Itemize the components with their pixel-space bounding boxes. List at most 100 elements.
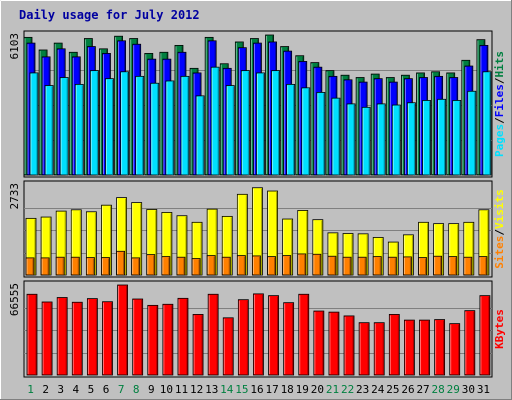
bar-sites-day-11	[176, 256, 186, 276]
bar-kbytes-day-27	[419, 319, 430, 376]
legend-entry: /	[493, 77, 506, 84]
legend-entry: Visits	[493, 189, 506, 229]
legend-entry: /	[493, 117, 506, 124]
bar-pages-day-25	[391, 104, 401, 176]
bar-kbytes-day-1	[26, 293, 38, 376]
bar-kbytes-day-14	[222, 317, 234, 376]
bar-kbytes-day-9	[147, 304, 159, 376]
bar-kbytes-day-25	[388, 314, 400, 376]
bar-sites-day-30	[463, 256, 473, 276]
y-axis-max-label: 6103	[8, 33, 21, 60]
bar-sites-day-14	[221, 256, 231, 276]
bar-kbytes-day-12	[192, 314, 204, 376]
bar-kbytes-day-24	[373, 322, 385, 376]
bar-kbytes-day-2	[41, 301, 53, 376]
bar-pages-day-13	[210, 66, 220, 176]
bar-pages-day-30	[467, 90, 477, 176]
day-label-3: 3	[57, 383, 64, 396]
bar-kbytes-day-26	[404, 319, 415, 376]
panel-visits-sites: 2733 Sites/Visits	[8, 180, 506, 278]
day-label-14: 14	[220, 383, 234, 396]
day-label-26: 26	[401, 383, 414, 396]
legend-entry: /	[493, 229, 506, 236]
day-label-16: 16	[250, 383, 263, 396]
bar-sites-day-26	[403, 256, 412, 276]
bar-sites-day-13	[206, 255, 216, 276]
legend-entry: Hits	[493, 51, 506, 78]
bar-pages-day-19	[301, 87, 311, 176]
legend-entry: KBytes	[493, 309, 506, 349]
bar-sites-day-20	[312, 253, 322, 276]
day-label-22: 22	[341, 383, 354, 396]
bar-pages-day-9	[150, 82, 160, 176]
bar-sites-day-17	[267, 256, 276, 276]
bar-pages-day-4	[74, 83, 84, 176]
day-label-15: 15	[235, 383, 248, 396]
bar-kbytes-day-21	[328, 311, 340, 376]
bar-sites-day-5	[85, 257, 95, 276]
day-label-21: 21	[326, 383, 339, 396]
day-label-23: 23	[356, 383, 369, 396]
legend-visits-sites: Sites/Visits	[493, 189, 506, 269]
bar-pages-day-31	[482, 71, 492, 176]
bar-sites-day-3	[55, 256, 65, 276]
day-label-29: 29	[447, 383, 460, 396]
bar-sites-day-21	[327, 255, 337, 276]
bar-sites-day-7	[116, 250, 125, 276]
day-label-10: 10	[160, 383, 173, 396]
bar-kbytes-day-3	[56, 297, 68, 376]
day-axis: 1 2 3 4 5 6 7 8 9 10 11 12 13 14 15 16 17 18 19 20 21 22 23 24 2…	[27, 383, 490, 396]
bar-sites-day-12	[191, 258, 201, 276]
chart-title: Daily usage for July 2012	[19, 8, 200, 22]
bar-kbytes-day-17	[268, 295, 279, 376]
day-label-17: 17	[265, 383, 278, 396]
bar-sites-day-4	[70, 256, 80, 276]
bar-pages-day-7	[120, 71, 129, 176]
bar-pages-day-22	[346, 103, 356, 176]
bar-kbytes-day-7	[117, 284, 128, 376]
panels-layer: 6103Pages/Files/Hits2733Sites/Visits6655…	[8, 30, 506, 378]
bar-kbytes-day-18	[283, 302, 295, 376]
bar-sites-day-18	[282, 255, 292, 276]
bar-sites-day-24	[372, 256, 382, 276]
day-label-18: 18	[281, 383, 294, 396]
bar-sites-day-31	[478, 256, 488, 276]
bar-sites-day-29	[448, 256, 458, 276]
bar-sites-day-2	[40, 257, 50, 276]
bar-pages-day-3	[59, 77, 69, 176]
bar-kbytes-day-23	[358, 322, 370, 376]
bar-sites-day-16	[252, 255, 261, 276]
bar-kbytes-day-30	[464, 310, 476, 376]
day-label-2: 2	[42, 383, 49, 396]
bar-pages-day-10	[165, 80, 175, 176]
bar-pages-day-24	[376, 103, 386, 176]
bar-pages-day-8	[135, 75, 145, 176]
bar-kbytes-day-29	[449, 323, 461, 376]
bar-pages-day-17	[271, 70, 280, 176]
bar-sites-day-15	[236, 255, 246, 276]
day-label-13: 13	[205, 383, 218, 396]
series-pages	[29, 66, 492, 176]
bar-kbytes-day-19	[298, 293, 310, 376]
day-label-27: 27	[416, 383, 429, 396]
bar-sites-day-28	[433, 255, 443, 276]
day-label-5: 5	[88, 383, 95, 396]
bar-pages-day-21	[331, 97, 341, 176]
bar-kbytes-day-8	[132, 298, 144, 376]
bar-sites-day-19	[297, 253, 307, 276]
bar-kbytes-day-4	[71, 301, 83, 376]
bar-sites-day-10	[161, 256, 171, 276]
day-label-20: 20	[311, 383, 324, 396]
bar-sites-day-25	[387, 256, 397, 276]
day-label-4: 4	[73, 383, 80, 396]
bar-pages-day-5	[89, 70, 99, 176]
bar-pages-day-23	[361, 106, 371, 176]
bar-pages-day-1	[29, 72, 39, 176]
day-label-12: 12	[190, 383, 203, 396]
bar-pages-day-20	[316, 92, 326, 176]
legend-kbytes: KBytes	[493, 309, 506, 349]
bar-sites-day-1	[25, 257, 35, 276]
bar-kbytes-day-31	[479, 295, 491, 376]
